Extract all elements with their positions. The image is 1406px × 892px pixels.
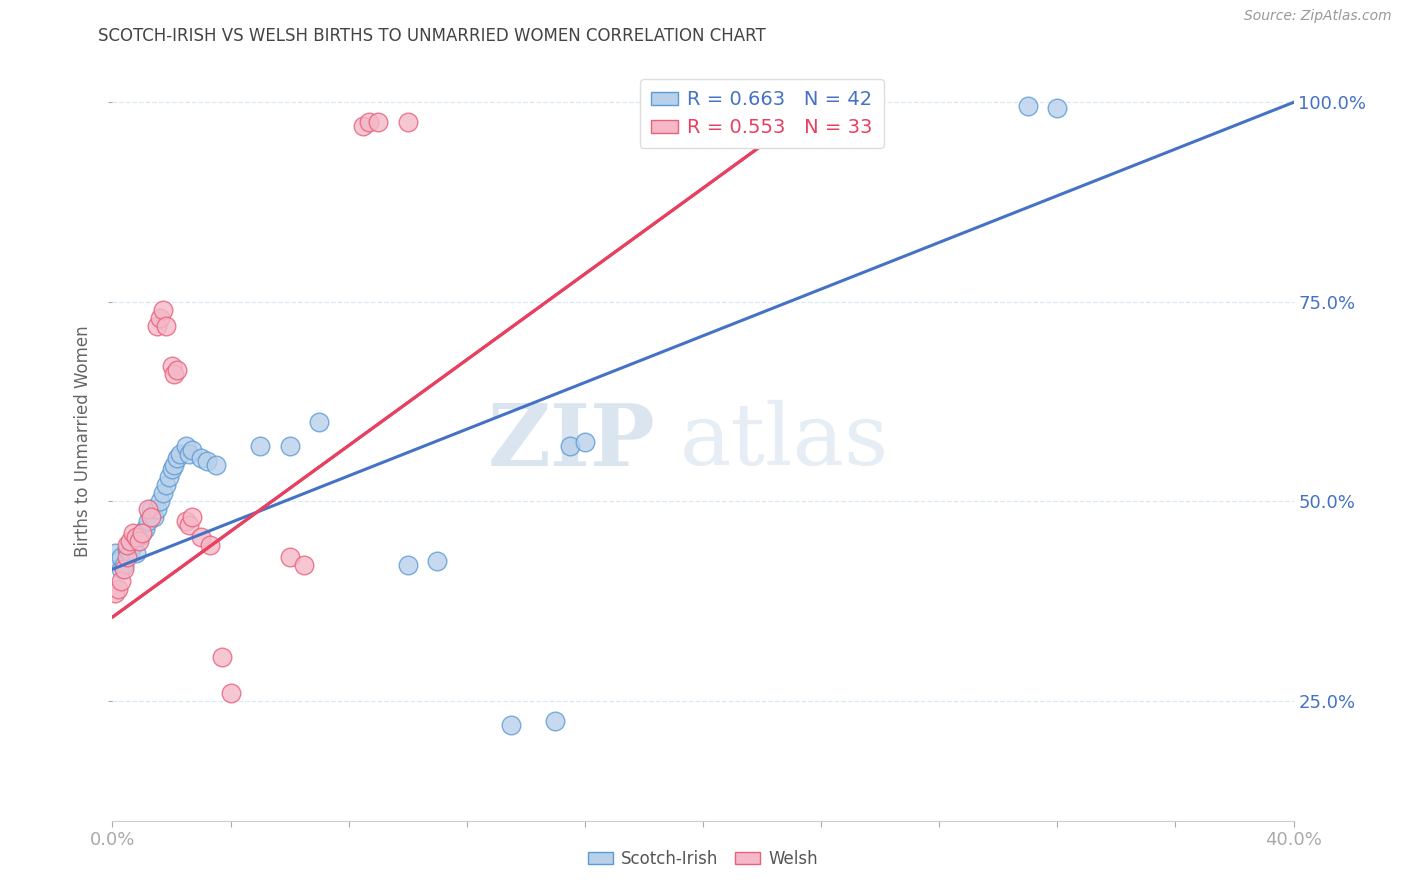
Point xyxy=(128,534,150,549)
Point xyxy=(181,442,204,457)
Point xyxy=(169,446,191,460)
Point xyxy=(112,562,135,576)
Point xyxy=(110,562,132,576)
Text: ZIP: ZIP xyxy=(488,400,655,483)
Point xyxy=(219,686,242,700)
Point xyxy=(426,554,449,568)
Point xyxy=(146,502,169,516)
Point xyxy=(152,302,174,317)
Point xyxy=(359,115,381,129)
Point xyxy=(120,546,142,560)
Point xyxy=(134,522,156,536)
Point xyxy=(125,530,148,544)
Point xyxy=(125,546,148,560)
Point xyxy=(104,586,127,600)
Point xyxy=(810,103,832,118)
Point xyxy=(160,359,183,373)
Point xyxy=(308,415,330,429)
Point xyxy=(166,362,188,376)
Point xyxy=(501,718,523,732)
Point xyxy=(149,494,172,508)
Point xyxy=(292,558,315,573)
Point xyxy=(142,510,165,524)
Point xyxy=(396,558,419,573)
Point xyxy=(174,438,197,452)
Point xyxy=(110,574,132,589)
Point xyxy=(205,458,228,473)
Text: SCOTCH-IRISH VS WELSH BIRTHS TO UNMARRIED WOMEN CORRELATION CHART: SCOTCH-IRISH VS WELSH BIRTHS TO UNMARRIE… xyxy=(98,27,766,45)
Point xyxy=(179,446,201,460)
Point xyxy=(195,454,218,468)
Point xyxy=(160,462,183,476)
Point xyxy=(163,367,186,381)
Point xyxy=(174,514,197,528)
Point xyxy=(122,526,145,541)
Point xyxy=(146,318,169,333)
Point xyxy=(179,518,201,533)
Point xyxy=(107,582,129,597)
Point xyxy=(211,650,233,665)
Point xyxy=(128,530,150,544)
Legend: Scotch-Irish, Welsh: Scotch-Irish, Welsh xyxy=(581,844,825,875)
Point xyxy=(198,538,221,552)
Point xyxy=(1046,101,1069,115)
Point xyxy=(249,438,271,452)
Point xyxy=(136,502,159,516)
Y-axis label: Births to Unmarried Women: Births to Unmarried Women xyxy=(75,326,93,558)
Point xyxy=(352,120,374,134)
Point xyxy=(190,530,212,544)
Point xyxy=(117,538,138,552)
Text: atlas: atlas xyxy=(679,400,889,483)
Point xyxy=(104,546,127,560)
Point xyxy=(122,538,145,552)
Point xyxy=(139,510,162,524)
Point xyxy=(149,310,172,325)
Point xyxy=(117,550,138,565)
Point xyxy=(166,450,188,465)
Point xyxy=(181,510,204,524)
Point xyxy=(1017,99,1039,113)
Point xyxy=(574,434,596,449)
Point xyxy=(112,558,135,573)
Point xyxy=(278,550,301,565)
Text: Source: ZipAtlas.com: Source: ZipAtlas.com xyxy=(1244,9,1392,23)
Point xyxy=(558,438,582,452)
Point xyxy=(139,502,162,516)
Point xyxy=(152,486,174,500)
Point xyxy=(110,550,132,565)
Point xyxy=(163,458,186,473)
Point xyxy=(131,526,153,541)
Point xyxy=(190,450,212,465)
Point xyxy=(117,542,138,557)
Point xyxy=(155,478,177,492)
Legend: R = 0.663   N = 42, R = 0.553   N = 33: R = 0.663 N = 42, R = 0.553 N = 33 xyxy=(641,79,883,148)
Point xyxy=(131,526,153,541)
Point xyxy=(544,714,567,728)
Point xyxy=(367,115,389,129)
Point xyxy=(278,438,301,452)
Point xyxy=(120,534,142,549)
Point xyxy=(136,514,159,528)
Point xyxy=(396,115,419,129)
Point xyxy=(157,470,180,484)
Point xyxy=(107,554,129,568)
Point xyxy=(155,318,177,333)
